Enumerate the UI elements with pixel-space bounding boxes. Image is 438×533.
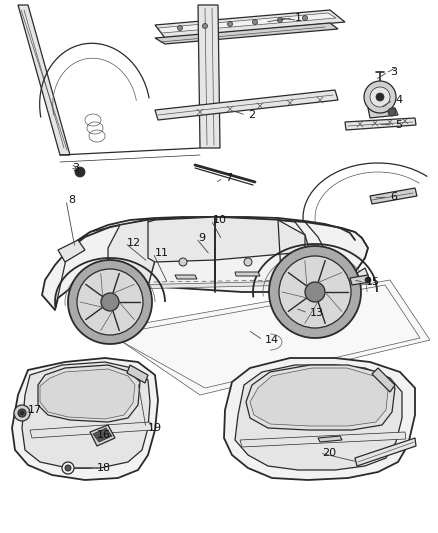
Text: 16: 16 bbox=[97, 430, 111, 440]
Polygon shape bbox=[215, 217, 305, 260]
Text: 20: 20 bbox=[322, 448, 336, 458]
Polygon shape bbox=[12, 358, 158, 480]
Polygon shape bbox=[18, 5, 70, 155]
Circle shape bbox=[177, 26, 183, 30]
Text: 10: 10 bbox=[213, 215, 227, 225]
Polygon shape bbox=[318, 436, 342, 442]
Polygon shape bbox=[370, 188, 417, 204]
Polygon shape bbox=[105, 280, 430, 395]
Circle shape bbox=[227, 21, 233, 27]
Circle shape bbox=[269, 246, 361, 338]
Text: 11: 11 bbox=[155, 248, 169, 258]
Text: 14: 14 bbox=[265, 335, 279, 345]
Polygon shape bbox=[93, 428, 112, 442]
Polygon shape bbox=[338, 268, 368, 293]
Text: 13: 13 bbox=[310, 308, 324, 318]
Text: 12: 12 bbox=[127, 238, 141, 248]
Circle shape bbox=[65, 465, 71, 471]
Polygon shape bbox=[240, 432, 406, 447]
Text: 5: 5 bbox=[395, 120, 402, 130]
Polygon shape bbox=[175, 275, 197, 279]
Circle shape bbox=[278, 18, 283, 22]
Text: 6: 6 bbox=[390, 192, 397, 202]
Circle shape bbox=[14, 405, 30, 421]
Polygon shape bbox=[368, 108, 398, 118]
Circle shape bbox=[202, 23, 208, 28]
Polygon shape bbox=[345, 118, 416, 130]
Polygon shape bbox=[38, 365, 140, 422]
Text: 7: 7 bbox=[225, 173, 232, 183]
Circle shape bbox=[305, 282, 325, 302]
Polygon shape bbox=[350, 275, 370, 285]
Circle shape bbox=[101, 293, 119, 311]
Circle shape bbox=[303, 15, 307, 20]
Text: 4: 4 bbox=[395, 95, 402, 105]
Polygon shape bbox=[198, 5, 220, 148]
Circle shape bbox=[370, 87, 390, 107]
Polygon shape bbox=[246, 365, 395, 430]
Polygon shape bbox=[148, 217, 215, 262]
Text: 19: 19 bbox=[148, 423, 162, 433]
Polygon shape bbox=[250, 368, 388, 426]
Text: 2: 2 bbox=[248, 110, 255, 120]
Circle shape bbox=[365, 277, 371, 283]
Circle shape bbox=[376, 93, 384, 101]
Circle shape bbox=[75, 167, 85, 177]
Polygon shape bbox=[372, 368, 395, 392]
Text: 8: 8 bbox=[68, 195, 75, 205]
Circle shape bbox=[279, 256, 351, 328]
Polygon shape bbox=[85, 280, 342, 290]
Polygon shape bbox=[355, 438, 416, 466]
Text: 17: 17 bbox=[28, 405, 42, 415]
Circle shape bbox=[252, 20, 258, 25]
Polygon shape bbox=[108, 220, 155, 286]
Polygon shape bbox=[235, 365, 402, 470]
Polygon shape bbox=[30, 422, 152, 438]
Polygon shape bbox=[40, 369, 135, 419]
Circle shape bbox=[388, 108, 396, 116]
Circle shape bbox=[244, 258, 252, 266]
Polygon shape bbox=[224, 358, 415, 480]
Circle shape bbox=[20, 411, 24, 415]
Text: 9: 9 bbox=[198, 233, 205, 243]
Polygon shape bbox=[155, 90, 338, 120]
Polygon shape bbox=[58, 240, 85, 262]
Polygon shape bbox=[235, 272, 260, 276]
Polygon shape bbox=[42, 217, 368, 310]
Polygon shape bbox=[90, 425, 115, 446]
Circle shape bbox=[18, 409, 26, 417]
Text: 18: 18 bbox=[97, 463, 111, 473]
Polygon shape bbox=[158, 13, 336, 33]
Text: 3: 3 bbox=[390, 67, 397, 77]
Polygon shape bbox=[155, 10, 345, 38]
Circle shape bbox=[364, 81, 396, 113]
Circle shape bbox=[68, 260, 152, 344]
Polygon shape bbox=[155, 23, 338, 44]
Circle shape bbox=[62, 462, 74, 474]
Text: 15: 15 bbox=[366, 277, 380, 287]
Circle shape bbox=[77, 269, 143, 335]
Polygon shape bbox=[22, 362, 150, 468]
Text: 1: 1 bbox=[295, 13, 302, 23]
Polygon shape bbox=[127, 365, 148, 383]
Circle shape bbox=[179, 258, 187, 266]
Text: 3: 3 bbox=[72, 163, 79, 173]
